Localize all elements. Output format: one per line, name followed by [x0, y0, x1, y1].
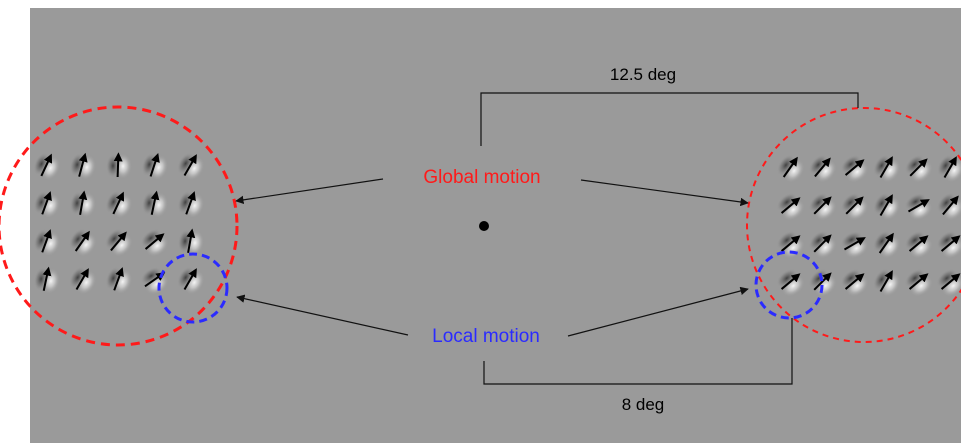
left-global-aperture-circle [0, 105, 239, 347]
motion-direction-arrow-icon [110, 231, 127, 252]
motion-direction-arrow-icon [144, 233, 165, 250]
motion-direction-arrow-icon [845, 196, 864, 215]
motion-direction-arrow-icon [879, 156, 893, 179]
motion-direction-arrow-icon [41, 191, 52, 215]
motion-direction-arrow-icon [183, 268, 197, 291]
left-local-aperture-circle [157, 252, 229, 324]
motion-direction-arrow-icon [78, 152, 88, 177]
global-motion-label: Global motion [423, 167, 540, 188]
motion-direction-arrow-icon [908, 273, 929, 290]
global-motion-left-pointer [235, 178, 384, 205]
motion-direction-arrow-icon [74, 230, 90, 252]
right-local-aperture-circle [754, 250, 824, 320]
motion-direction-arrow-icon [41, 229, 52, 253]
motion-direction-arrow-icon [940, 273, 961, 290]
motion-direction-arrow-icon [780, 235, 801, 252]
fixation-dot-icon [479, 221, 489, 231]
stimulus-background [30, 8, 961, 443]
motion-direction-arrow-icon [186, 228, 196, 254]
motion-direction-arrow-icon [113, 267, 124, 291]
left-stimulus-patch [33, 152, 205, 295]
motion-direction-arrow-icon [42, 266, 52, 291]
bottom-distance-bracket [483, 318, 793, 385]
local-motion-left-pointer [236, 294, 409, 336]
motion-direction-arrow-icon [844, 273, 865, 290]
motion-direction-arrow-icon [813, 272, 832, 291]
motion-direction-arrow-icon [813, 234, 832, 253]
motion-direction-arrow-icon [907, 199, 930, 213]
motion-direction-arrow-icon [844, 159, 865, 176]
motion-direction-arrow-icon [149, 152, 160, 177]
motion-direction-arrow-icon [150, 190, 160, 215]
top-distance-label: 12.5 deg [610, 65, 676, 84]
motion-direction-arrow-icon [113, 152, 123, 178]
motion-direction-arrow-icon [780, 273, 801, 290]
local-motion-right-pointer [567, 286, 749, 337]
bottom-distance-label: 8 deg [622, 395, 665, 414]
motion-direction-arrow-icon [112, 191, 125, 215]
motion-direction-arrow-icon [943, 156, 957, 179]
motion-direction-arrow-icon [782, 156, 798, 178]
motion-direction-arrow-icon [75, 268, 89, 291]
motion-direction-arrow-icon [40, 153, 53, 177]
motion-direction-arrow-icon [909, 158, 928, 177]
local-motion-label: Local motion [432, 326, 540, 347]
global-motion-right-pointer [580, 179, 749, 207]
motion-direction-arrow-icon [879, 270, 893, 293]
gabor-patch-icon [68, 228, 97, 257]
right-stimulus-patch [776, 154, 961, 297]
motion-direction-arrow-icon [780, 197, 801, 214]
right-global-aperture-circle [746, 107, 961, 343]
motion-direction-arrow-icon [813, 196, 832, 215]
motion-direction-arrow-icon [814, 157, 831, 178]
motion-direction-arrow-icon [843, 237, 866, 251]
motion-direction-arrow-icon [940, 235, 961, 252]
motion-direction-arrow-icon [942, 195, 959, 216]
top-distance-bracket [480, 92, 859, 146]
motion-direction-arrow-icon [908, 235, 929, 252]
motion-direction-arrow-icon [185, 191, 196, 215]
motion-direction-arrow-icon [878, 232, 894, 254]
motion-direction-arrow-icon [879, 194, 893, 217]
motion-direction-arrow-icon [183, 154, 197, 177]
motion-direction-arrow-icon [78, 190, 88, 216]
